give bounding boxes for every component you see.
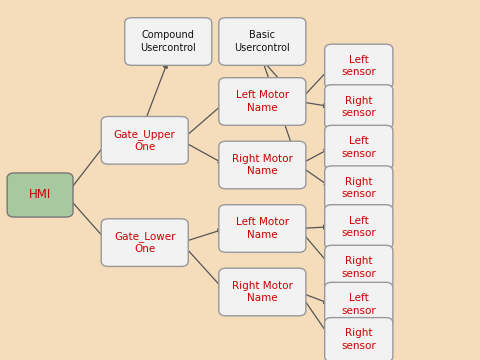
Text: Left Motor
Name: Left Motor Name <box>236 90 289 113</box>
FancyBboxPatch shape <box>219 18 306 66</box>
Text: Left
sensor: Left sensor <box>341 293 376 316</box>
Text: HMI: HMI <box>29 189 51 202</box>
FancyBboxPatch shape <box>7 173 73 217</box>
FancyBboxPatch shape <box>324 318 393 360</box>
Text: Right
sensor: Right sensor <box>341 256 376 279</box>
Text: Right
sensor: Right sensor <box>341 96 376 118</box>
Text: Right Motor
Name: Right Motor Name <box>232 281 293 303</box>
Text: Left
sensor: Left sensor <box>341 55 376 77</box>
Text: Compound
Usercontrol: Compound Usercontrol <box>140 30 196 53</box>
Text: Left Motor
Name: Left Motor Name <box>236 217 289 240</box>
FancyBboxPatch shape <box>324 125 393 170</box>
Text: Right
sensor: Right sensor <box>341 177 376 199</box>
FancyBboxPatch shape <box>219 78 306 125</box>
Text: Gate_Upper
One: Gate_Upper One <box>114 129 176 152</box>
FancyBboxPatch shape <box>219 141 306 189</box>
FancyBboxPatch shape <box>101 117 188 164</box>
FancyBboxPatch shape <box>324 44 393 88</box>
Text: Basic
Usercontrol: Basic Usercontrol <box>234 30 290 53</box>
FancyBboxPatch shape <box>324 245 393 289</box>
FancyBboxPatch shape <box>101 219 188 266</box>
FancyBboxPatch shape <box>324 282 393 327</box>
FancyBboxPatch shape <box>125 18 212 66</box>
Text: Gate_Lower
One: Gate_Lower One <box>114 231 176 254</box>
FancyBboxPatch shape <box>324 205 393 249</box>
FancyBboxPatch shape <box>324 85 393 129</box>
FancyBboxPatch shape <box>219 205 306 252</box>
Text: Left
sensor: Left sensor <box>341 136 376 158</box>
Text: Left
sensor: Left sensor <box>341 216 376 238</box>
Text: Right
sensor: Right sensor <box>341 328 376 351</box>
FancyBboxPatch shape <box>324 166 393 210</box>
Text: Right Motor
Name: Right Motor Name <box>232 154 293 176</box>
FancyBboxPatch shape <box>219 268 306 316</box>
